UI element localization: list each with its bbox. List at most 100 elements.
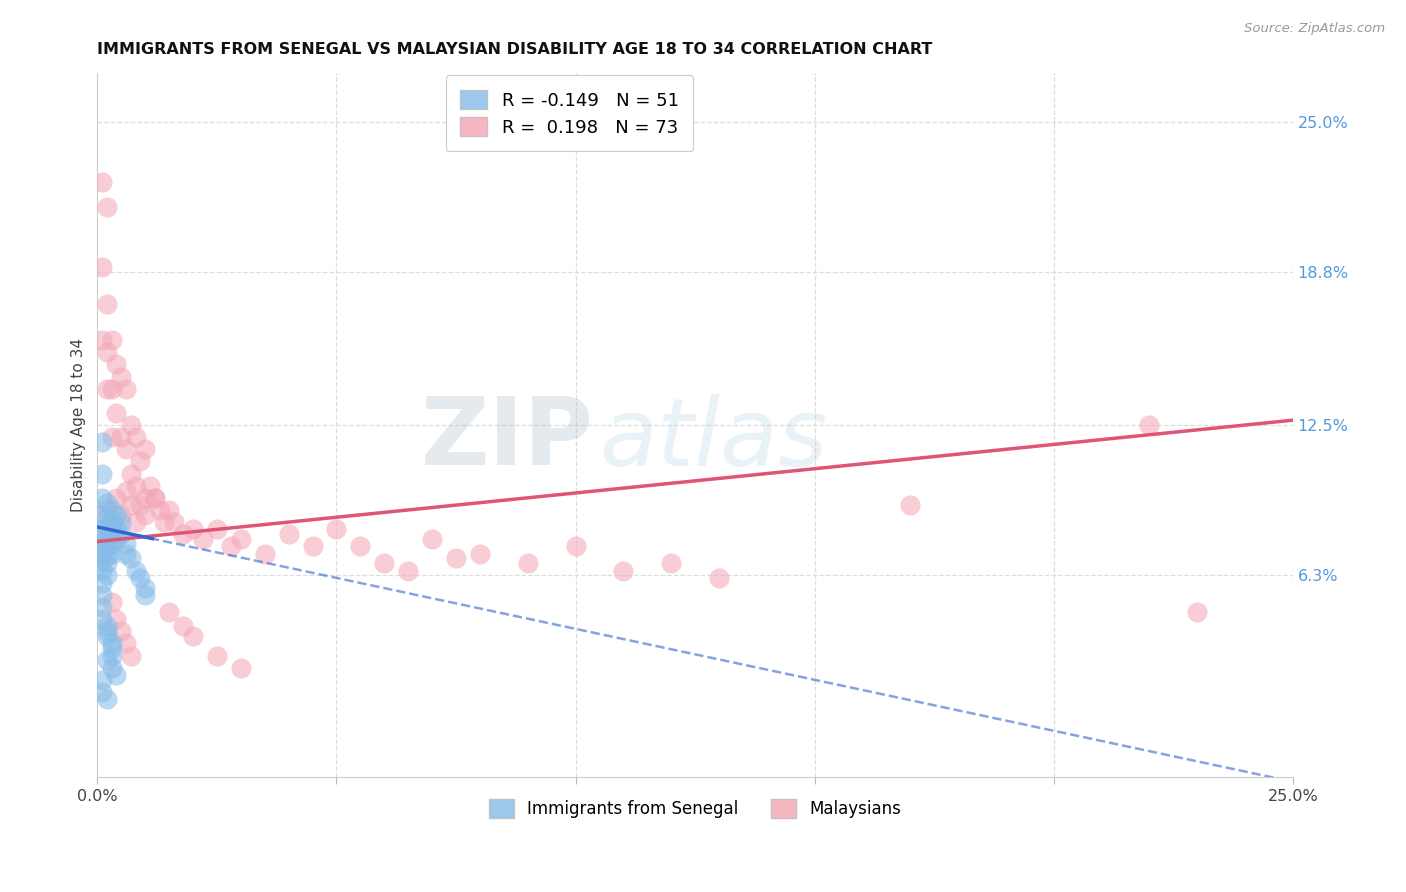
Point bbox=[115, 483, 138, 498]
Point bbox=[124, 515, 146, 529]
Point bbox=[96, 530, 118, 544]
Point bbox=[100, 430, 122, 444]
Legend: Immigrants from Senegal, Malaysians: Immigrants from Senegal, Malaysians bbox=[482, 793, 908, 825]
Point bbox=[100, 661, 122, 675]
Point bbox=[96, 568, 118, 582]
Point bbox=[396, 564, 419, 578]
Point bbox=[91, 575, 114, 590]
Text: IMMIGRANTS FROM SENEGAL VS MALAYSIAN DISABILITY AGE 18 TO 34 CORRELATION CHART: IMMIGRANTS FROM SENEGAL VS MALAYSIAN DIS… bbox=[97, 42, 932, 57]
Point bbox=[349, 540, 371, 554]
Point bbox=[229, 532, 252, 546]
Point bbox=[120, 417, 142, 432]
Point bbox=[134, 442, 156, 457]
Point bbox=[91, 564, 114, 578]
Point bbox=[124, 479, 146, 493]
Point bbox=[110, 508, 132, 522]
Point bbox=[205, 522, 228, 536]
Point bbox=[143, 491, 166, 505]
Point bbox=[91, 491, 114, 505]
Point bbox=[163, 515, 186, 529]
Point bbox=[96, 520, 118, 534]
Point bbox=[96, 629, 118, 643]
Point bbox=[172, 527, 194, 541]
Point bbox=[96, 200, 118, 214]
Point bbox=[120, 467, 142, 481]
Point bbox=[105, 532, 128, 546]
Point bbox=[91, 260, 114, 275]
Point bbox=[96, 503, 118, 517]
Point bbox=[143, 491, 166, 505]
Point bbox=[134, 581, 156, 595]
Point bbox=[91, 522, 114, 536]
Point bbox=[564, 540, 586, 554]
Point bbox=[468, 547, 491, 561]
Text: Source: ZipAtlas.com: Source: ZipAtlas.com bbox=[1244, 22, 1385, 36]
Point bbox=[96, 382, 118, 396]
Point bbox=[115, 537, 138, 551]
Point bbox=[115, 547, 138, 561]
Point bbox=[105, 668, 128, 682]
Point bbox=[105, 508, 128, 522]
Point bbox=[96, 549, 118, 563]
Point bbox=[124, 430, 146, 444]
Point bbox=[91, 588, 114, 602]
Point bbox=[1185, 605, 1208, 619]
Point bbox=[96, 624, 118, 639]
Point bbox=[301, 540, 323, 554]
Point bbox=[91, 508, 114, 522]
Text: ZIP: ZIP bbox=[420, 393, 593, 485]
Point bbox=[91, 175, 114, 189]
Point bbox=[91, 333, 114, 347]
Point bbox=[96, 496, 118, 510]
Point bbox=[100, 382, 122, 396]
Text: atlas: atlas bbox=[599, 393, 828, 484]
Point bbox=[373, 557, 395, 571]
Point bbox=[134, 491, 156, 505]
Point bbox=[105, 612, 128, 626]
Point bbox=[325, 522, 347, 536]
Point bbox=[120, 648, 142, 663]
Point bbox=[96, 510, 118, 524]
Point bbox=[105, 491, 128, 505]
Point bbox=[229, 661, 252, 675]
Point bbox=[120, 498, 142, 512]
Point bbox=[181, 629, 204, 643]
Point bbox=[96, 619, 118, 633]
Point bbox=[96, 653, 118, 667]
Y-axis label: Disability Age 18 to 34: Disability Age 18 to 34 bbox=[72, 338, 86, 512]
Point bbox=[219, 540, 242, 554]
Point bbox=[96, 540, 118, 554]
Point bbox=[91, 532, 114, 546]
Point bbox=[148, 503, 170, 517]
Point bbox=[100, 527, 122, 541]
Point bbox=[105, 406, 128, 420]
Point bbox=[110, 430, 132, 444]
Point bbox=[110, 369, 132, 384]
Point bbox=[105, 357, 128, 371]
Point bbox=[153, 515, 176, 529]
Point bbox=[157, 503, 180, 517]
Point bbox=[157, 605, 180, 619]
Point bbox=[100, 537, 122, 551]
Point bbox=[898, 498, 921, 512]
Point bbox=[134, 588, 156, 602]
Point bbox=[91, 612, 114, 626]
Point bbox=[100, 636, 122, 650]
Point bbox=[91, 554, 114, 568]
Point bbox=[129, 571, 152, 585]
Point bbox=[181, 522, 204, 536]
Point bbox=[100, 503, 122, 517]
Point bbox=[444, 551, 467, 566]
Point bbox=[134, 508, 156, 522]
Point bbox=[91, 435, 114, 450]
Point bbox=[100, 547, 122, 561]
Point bbox=[707, 571, 730, 585]
Point bbox=[100, 648, 122, 663]
Point bbox=[91, 547, 114, 561]
Point bbox=[139, 479, 162, 493]
Point bbox=[110, 624, 132, 639]
Point bbox=[129, 498, 152, 512]
Point bbox=[253, 547, 276, 561]
Point bbox=[100, 333, 122, 347]
Point bbox=[100, 515, 122, 529]
